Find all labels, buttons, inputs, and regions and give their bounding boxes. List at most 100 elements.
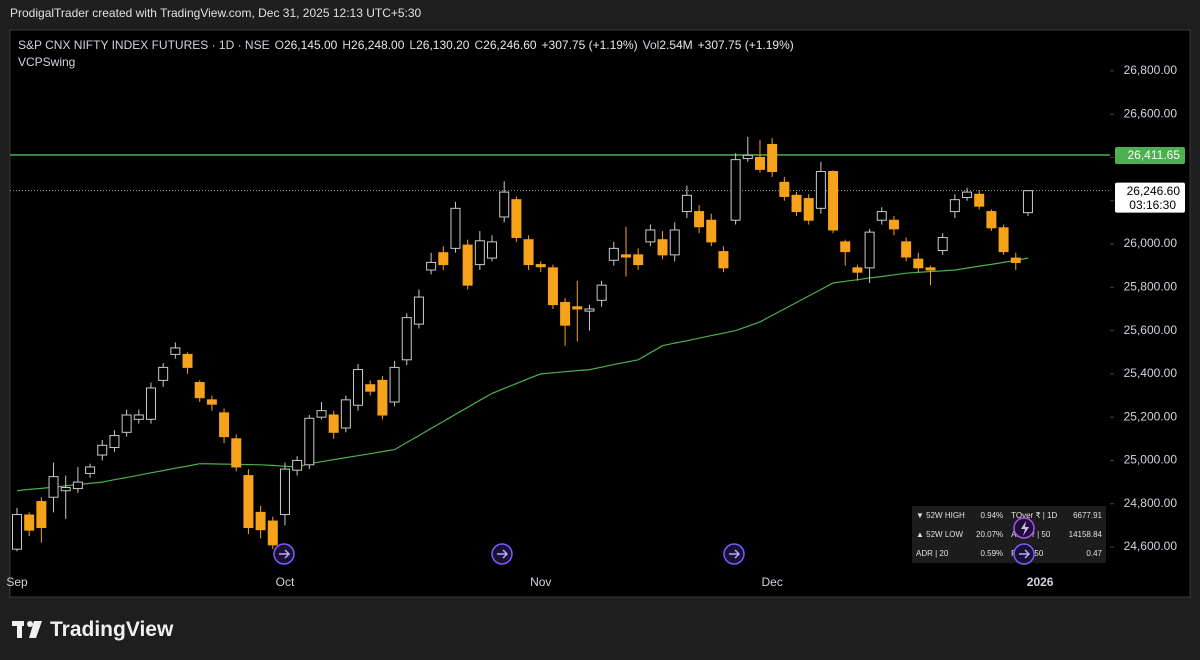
table-cell: TOver ₹ | 1D bbox=[1011, 511, 1058, 520]
stats-table: ▼ 52W HIGH 0.94% TOver ₹ | 1D 6677.91 ▲ 52W … bbox=[912, 506, 1106, 563]
candle-body bbox=[937, 237, 948, 252]
candle-body bbox=[48, 476, 59, 498]
candle-body bbox=[36, 501, 47, 529]
candle-body bbox=[742, 154, 753, 160]
price-countdown: 03:16:30 bbox=[1129, 198, 1176, 212]
candle-body bbox=[328, 414, 339, 433]
symbol-title: S&P CNX NIFTY INDEX FUTURES · 1D · NSE bbox=[18, 38, 270, 52]
candle-body bbox=[706, 219, 717, 243]
y-tick-label: 26,800.00 bbox=[1124, 63, 1178, 77]
candle-body bbox=[279, 468, 290, 516]
candle-body bbox=[133, 414, 144, 420]
candle-body bbox=[913, 258, 924, 269]
y-tick-label: 25,200.00 bbox=[1124, 409, 1178, 423]
table-cell: 20.07% bbox=[976, 530, 1004, 539]
candle-body bbox=[12, 514, 22, 550]
x-tick-label: Dec bbox=[761, 575, 782, 589]
candle-body bbox=[621, 254, 631, 258]
candle-body bbox=[596, 284, 607, 301]
price-label: 26,246.60 bbox=[1127, 184, 1181, 198]
legend-value: 2.54M bbox=[659, 38, 693, 52]
table-cell: ▲ 52W LOW bbox=[916, 530, 964, 539]
legend-key: H bbox=[342, 38, 352, 52]
candle-body bbox=[85, 466, 96, 474]
candle-body bbox=[462, 244, 473, 286]
candle-body bbox=[694, 211, 705, 228]
candle-body bbox=[791, 194, 802, 213]
y-tick-label: 26,000.00 bbox=[1124, 236, 1178, 250]
price-label-box bbox=[1115, 146, 1185, 164]
candle-body bbox=[730, 159, 741, 221]
candle-body bbox=[974, 193, 985, 207]
legend-key: O bbox=[274, 38, 284, 52]
candle-body bbox=[840, 241, 851, 253]
candle-body bbox=[450, 207, 461, 249]
candle-body bbox=[353, 369, 364, 406]
candle-body bbox=[1022, 190, 1033, 214]
brand: TradingView bbox=[50, 618, 174, 641]
legend-value: 26,130.20 bbox=[416, 38, 470, 52]
candle-body bbox=[499, 191, 510, 218]
candle-body bbox=[121, 414, 132, 433]
candle-body bbox=[852, 267, 863, 273]
candle-body bbox=[340, 399, 351, 429]
candle-body bbox=[803, 198, 814, 221]
candle-body bbox=[560, 301, 571, 326]
candle-body bbox=[547, 267, 558, 306]
table-row: ▲ 52W LOW 20.07% ADTVr | 50 14158.84 bbox=[912, 525, 1106, 544]
candle-body bbox=[572, 306, 583, 310]
candle-body bbox=[535, 264, 546, 268]
candle-body bbox=[779, 181, 790, 197]
candle-body bbox=[109, 435, 120, 448]
legend-value: +307.75 (+1.19%) bbox=[541, 38, 638, 52]
candle-body bbox=[511, 199, 522, 239]
candle-body bbox=[901, 241, 912, 258]
candle-body bbox=[474, 240, 485, 266]
candle-body bbox=[255, 511, 266, 531]
candle-body bbox=[389, 366, 400, 403]
indicator-name: VCPSwing bbox=[18, 55, 76, 69]
candle-body bbox=[365, 384, 376, 392]
attribution: ProdigalTrader created with TradingView.… bbox=[10, 6, 422, 20]
candle-body bbox=[657, 239, 668, 256]
candle-body bbox=[681, 194, 692, 213]
candle-body bbox=[219, 412, 230, 438]
candle-body bbox=[998, 227, 1009, 253]
candle-body bbox=[718, 251, 729, 269]
price-label-box bbox=[1115, 182, 1185, 213]
candle-body bbox=[1010, 257, 1021, 263]
table-cell: ADTVr | 50 bbox=[1011, 530, 1051, 539]
candle-body bbox=[231, 438, 242, 468]
candle-body bbox=[754, 156, 765, 170]
candle-body bbox=[876, 211, 887, 221]
candle-body bbox=[170, 347, 181, 355]
candle-body bbox=[633, 254, 644, 266]
table-cell: RVol | 50 bbox=[1011, 549, 1044, 558]
candle-body bbox=[925, 267, 936, 271]
candle-body bbox=[986, 211, 997, 229]
candle-body bbox=[669, 229, 680, 256]
x-tick-label: Oct bbox=[276, 575, 295, 589]
legend-value: 26,248.00 bbox=[351, 38, 405, 52]
candle-body bbox=[608, 247, 619, 261]
legend-value: 26,246.60 bbox=[483, 38, 537, 52]
candle-body bbox=[60, 486, 71, 492]
y-tick-label: 25,600.00 bbox=[1124, 323, 1178, 337]
candle-body bbox=[243, 475, 254, 529]
candle-body bbox=[72, 481, 83, 490]
candle-body bbox=[426, 261, 437, 271]
candle-body bbox=[949, 199, 960, 213]
logo bbox=[12, 621, 42, 638]
y-tick-label: 24,600.00 bbox=[1124, 539, 1178, 553]
legend-key: L bbox=[409, 38, 417, 52]
table-cell: 14158.84 bbox=[1068, 530, 1102, 539]
candle-body bbox=[304, 417, 315, 466]
candle-body bbox=[377, 379, 388, 416]
candle-body bbox=[767, 143, 778, 173]
x-tick-label: Sep bbox=[6, 575, 28, 589]
moving-average bbox=[16, 257, 1029, 492]
table-cell: ADR | 20 bbox=[916, 549, 949, 558]
candle-body bbox=[413, 296, 424, 325]
candle-body bbox=[194, 382, 205, 399]
